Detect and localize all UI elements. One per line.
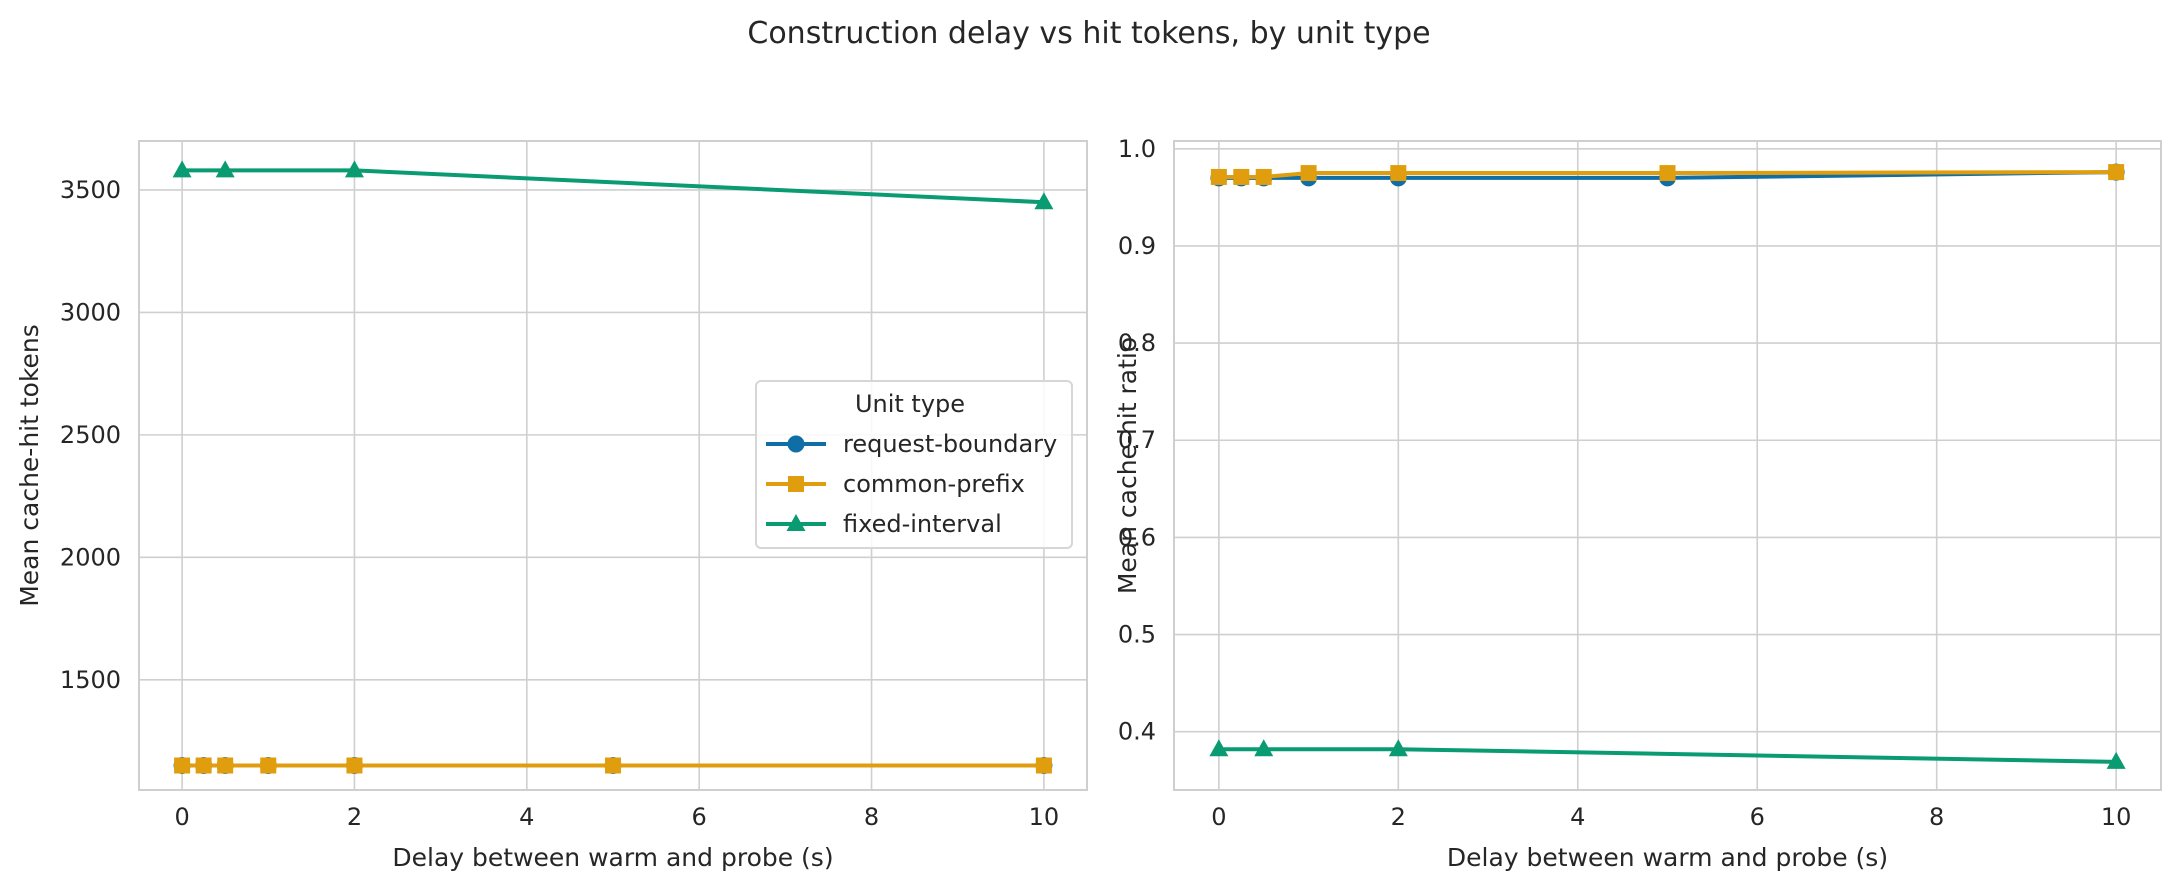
legend-title: Unit type xyxy=(855,390,965,418)
data-point-common-prefix xyxy=(174,757,191,774)
figure-title: Construction delay vs hit tokens, by uni… xyxy=(747,16,1430,51)
data-point-common-prefix xyxy=(346,757,363,774)
x-tick-label: 10 xyxy=(2101,803,2132,831)
legend-label: common-prefix xyxy=(843,470,1025,498)
x-tick-label: 0 xyxy=(1211,803,1226,831)
data-point-common-prefix xyxy=(1233,168,1250,185)
data-point-common-prefix xyxy=(195,757,212,774)
legend-marker xyxy=(786,514,806,531)
data-point-fixed-interval xyxy=(215,160,235,178)
data-point-common-prefix xyxy=(605,757,621,774)
data-point-fixed-interval xyxy=(1209,739,1229,757)
chart-panel-cache-hit-ratio: 0 2 4 6 8 10 0.4 0.5 0.6 0.7 0.8 0.9 1.0 Delay betwee… xyxy=(1113,135,2162,872)
data-point-common-prefix xyxy=(1035,757,1052,774)
x-tick-label: 8 xyxy=(1929,803,1944,831)
series-fixed-interval xyxy=(172,160,1054,210)
data-point-common-prefix xyxy=(1390,165,1407,182)
y-tick-label: 2500 xyxy=(60,421,121,449)
grid xyxy=(139,141,1087,790)
legend-entry-request-boundary: request-boundary xyxy=(766,430,1057,458)
data-point-common-prefix xyxy=(1659,165,1676,182)
series-common-prefix xyxy=(1210,164,2125,185)
y-tick-label: 0.7 xyxy=(1118,426,1156,454)
series-common-prefix xyxy=(174,757,1052,774)
y-tick-label: 0.9 xyxy=(1118,232,1156,260)
x-tick-label: 4 xyxy=(519,803,534,831)
legend-entry-fixed-interval: fixed-interval xyxy=(766,510,1002,538)
plot-frame xyxy=(138,140,1088,791)
data-point-fixed-interval xyxy=(1254,739,1274,757)
legend-entry-common-prefix: common-prefix xyxy=(766,470,1025,498)
legend-box xyxy=(755,380,1073,549)
data-point-fixed-interval xyxy=(1034,192,1054,210)
legend-label: fixed-interval xyxy=(843,510,1002,538)
x-tick-label: 4 xyxy=(1570,803,1585,831)
data-point-fixed-interval xyxy=(344,160,364,178)
y-tick-label: 1500 xyxy=(60,666,121,694)
data-point-fixed-interval xyxy=(172,160,192,178)
y-tick-label: 1.0 xyxy=(1118,135,1156,163)
x-tick-label: 8 xyxy=(864,803,879,831)
y-tick-label: 0.4 xyxy=(1118,718,1156,746)
x-tick-label: 2 xyxy=(1391,803,1406,831)
x-tick-label: 0 xyxy=(174,803,189,831)
series-line-fixed-interval xyxy=(1218,747,2117,764)
x-tick-label: 10 xyxy=(1029,803,1060,831)
x-tick-label: 6 xyxy=(1750,803,1765,831)
data-point-common-prefix xyxy=(1300,165,1317,182)
x-tick-label: 6 xyxy=(692,803,707,831)
data-point-fixed-interval xyxy=(2106,751,2126,769)
y-tick-label: 0.6 xyxy=(1118,523,1156,551)
legend: Unit type request-boundary common-prefix fi… xyxy=(755,380,1073,549)
x-axis-label: Delay between warm and probe (s) xyxy=(1447,843,1888,872)
legend-marker xyxy=(788,476,804,492)
y-axis-label: Mean cache-hit tokens xyxy=(15,324,44,607)
legend-marker xyxy=(787,435,805,453)
data-point-common-prefix xyxy=(1255,168,1272,185)
y-tick-label: 2000 xyxy=(60,543,121,571)
y-tick-label: 0.5 xyxy=(1118,621,1156,649)
grid xyxy=(1174,141,2161,790)
chart-panel-cache-hit-tokens: 0 2 4 6 8 10 1500 2000 2500 3000 3500 Delay between… xyxy=(15,140,1088,872)
data-point-common-prefix xyxy=(2108,164,2125,181)
data-point-common-prefix xyxy=(1210,168,1227,185)
data-point-common-prefix xyxy=(217,757,234,774)
x-tick-label: 2 xyxy=(347,803,362,831)
data-point-fixed-interval xyxy=(1388,739,1408,757)
plot-frame xyxy=(1173,140,2162,791)
series-fixed-interval xyxy=(1209,739,2126,769)
y-tick-label: 0.8 xyxy=(1118,329,1156,357)
data-point-common-prefix xyxy=(260,757,277,774)
y-tick-label: 3000 xyxy=(60,298,121,326)
legend-label: request-boundary xyxy=(843,430,1057,458)
series-line-fixed-interval xyxy=(182,168,1045,205)
y-axis-label: Mean cache-hit ratio xyxy=(1113,337,1142,594)
x-axis-label: Delay between warm and probe (s) xyxy=(392,843,833,872)
y-tick-label: 3500 xyxy=(60,176,121,204)
